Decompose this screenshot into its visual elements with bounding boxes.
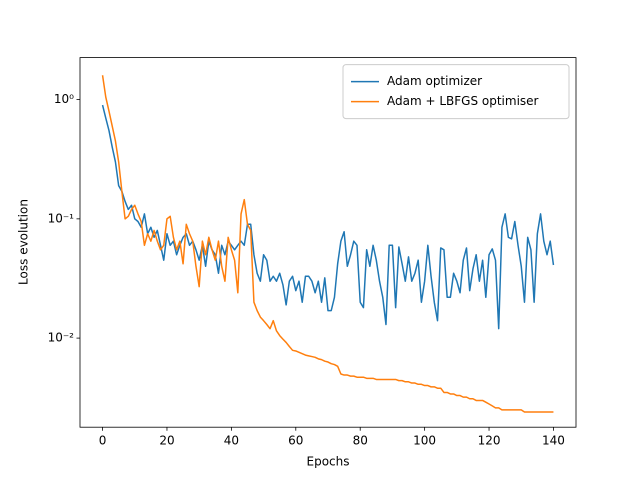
- y-tick-label: 10⁰: [54, 92, 74, 106]
- legend-label: Adam optimizer: [387, 74, 482, 88]
- legend-label: Adam + LBFGS optimiser: [387, 94, 539, 108]
- x-axis-label: Epochs: [307, 455, 350, 469]
- line-series: [101, 75, 554, 413]
- x-tick-label: 140: [542, 434, 565, 448]
- x-tick-label: 60: [288, 434, 303, 448]
- y-tick-label: 10⁻²: [48, 331, 75, 345]
- x-tick-label: 100: [413, 434, 436, 448]
- y-tick-label: 10⁻¹: [48, 211, 75, 225]
- legend-box: [342, 64, 570, 120]
- line-series: [101, 104, 555, 330]
- x-tick-label: 0: [99, 434, 107, 448]
- x-tick-label: 120: [478, 434, 501, 448]
- x-tick-label: 40: [224, 434, 239, 448]
- x-tick-label: 20: [159, 434, 174, 448]
- x-tick-label: 80: [353, 434, 368, 448]
- y-axis-label: Loss evolution: [17, 199, 31, 285]
- plot-frame: [79, 57, 577, 428]
